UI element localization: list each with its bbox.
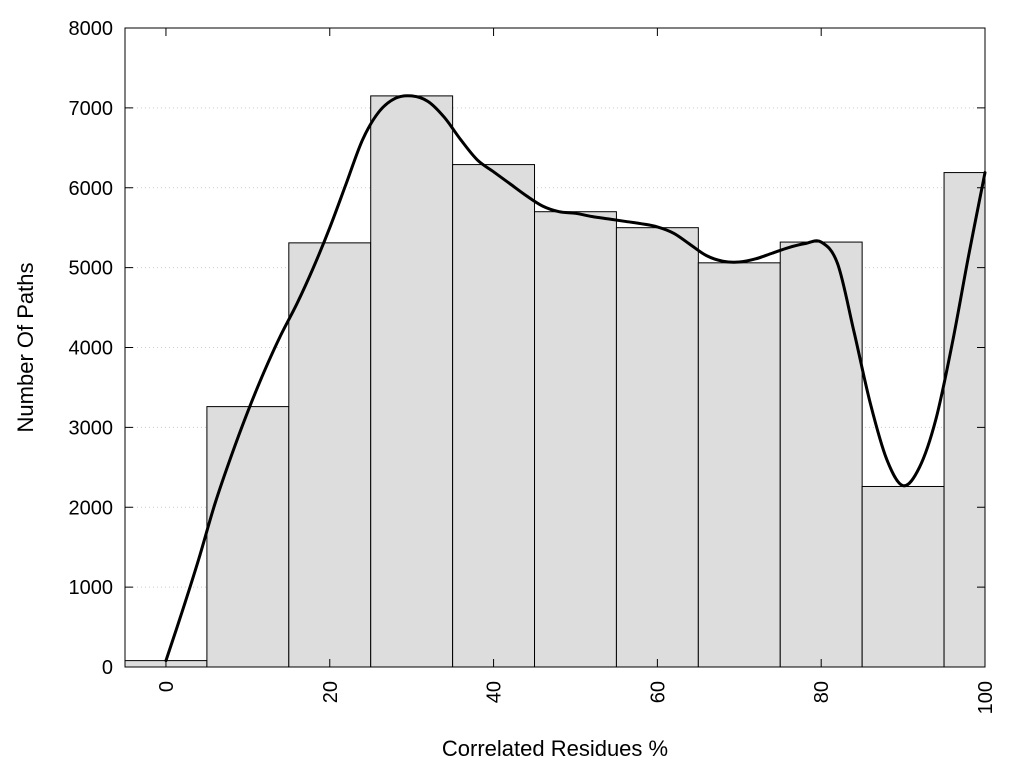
y-tick-label: 1000 xyxy=(69,577,114,599)
y-axis-label: Number Of Paths xyxy=(13,263,38,433)
histogram-bar xyxy=(697,262,781,668)
y-tick-label: 5000 xyxy=(69,258,114,280)
y-axis-ticks: 0 1000 2000 3000 4000 5000 6000 7000 8000 xyxy=(69,18,985,679)
y-tick-label: 6000 xyxy=(69,178,114,200)
x-tick-label: 20 xyxy=(320,681,342,703)
x-tick-label: 0 xyxy=(156,681,178,692)
y-tick-label: 8000 xyxy=(69,18,114,40)
histogram-bar xyxy=(615,227,699,668)
histogram-bar xyxy=(534,211,617,668)
histogram-bar xyxy=(779,241,863,668)
y-tick-label: 3000 xyxy=(69,417,114,439)
smoothed-curve xyxy=(164,94,987,663)
histogram-bar xyxy=(206,406,290,668)
x-axis-label: Correlated Residues % xyxy=(442,736,668,761)
histogram-bar xyxy=(861,485,945,668)
x-tick-label: 60 xyxy=(647,681,669,703)
y-tick-label: 7000 xyxy=(69,98,114,120)
x-tick-label: 40 xyxy=(484,681,506,703)
histogram-bar xyxy=(288,242,372,668)
x-tick-label: 100 xyxy=(975,681,997,714)
x-axis-ticks: 0 20 40 60 80 100 xyxy=(156,28,997,714)
bars xyxy=(124,95,986,668)
y-tick-label: 2000 xyxy=(69,497,114,519)
y-tick-label: 4000 xyxy=(69,338,114,360)
histogram-bar xyxy=(943,172,986,668)
y-tick-label: 0 xyxy=(102,657,113,679)
histogram-bar xyxy=(452,164,536,668)
x-tick-label: 80 xyxy=(811,681,833,703)
histogram-bar xyxy=(370,95,454,668)
